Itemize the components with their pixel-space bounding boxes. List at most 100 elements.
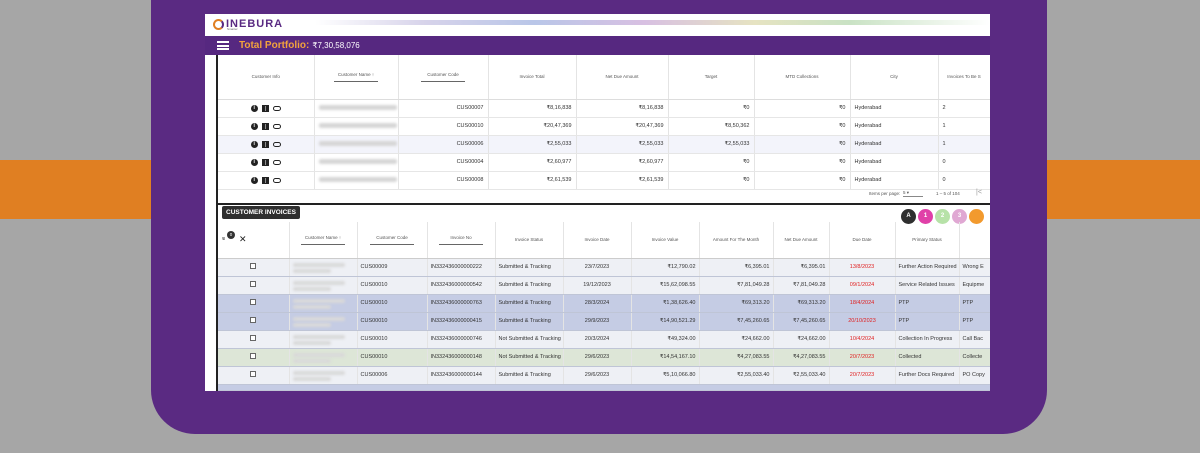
ledger-icon[interactable] [261,122,269,130]
row-checkbox[interactable] [250,371,257,377]
ledger-icon[interactable] [261,104,269,112]
table-row[interactable]: i CUS00008 ₹2,61,539 ₹2,61,539 ₹0 ₹0 Hyderabad… [218,171,990,190]
inv-customer-code-cell: CUS00010 [357,330,428,349]
row-checkbox[interactable] [250,299,257,305]
filter-chip-all[interactable]: A [901,209,916,224]
link-icon[interactable] [272,159,281,165]
items-per-page-select[interactable]: 5 ▾ [903,190,923,197]
col-target[interactable]: Target [668,55,755,100]
ledger-icon[interactable] [261,158,269,166]
customer-info-cell: i [218,135,315,154]
ledger-icon[interactable] [261,176,269,184]
col-invoices-to-be[interactable]: Invoices To Be S [938,55,990,100]
col-invoice-date[interactable]: Invoice Date [563,222,632,259]
sort-arrow-icon[interactable]: ↑ [371,71,375,77]
invoice-no-cell: IN332436000000542 [427,276,496,295]
invoices-count-cell: 2 [938,99,990,118]
items-per-page-value: 5 [903,190,906,195]
redacted-name [292,269,331,273]
table-row[interactable]: CUS00010 IN332436000000148 Not Submitted &… [218,348,990,367]
customers-table: Customer Info Customer Name ↑ Customer C… [218,55,990,190]
link-icon[interactable] [272,123,281,129]
portfolio-bar: Total Portfolio: ₹7,30,58,076 [205,36,990,55]
select-all-icon[interactable]: ѡ [222,235,226,242]
target-cell: ₹0 [668,153,755,172]
table-row[interactable]: CUS00010 IN332436000000746 Not Submitted &… [218,330,990,349]
info-icon[interactable]: i [250,176,258,184]
col-mtd-collections[interactable]: MTD Collections [754,55,851,100]
col-inv-net-due[interactable]: Net Due Amount [773,222,830,259]
col-invoice-value[interactable]: Invoice Value [631,222,700,259]
customer-name-cell [314,99,399,118]
invoice-date-cell: 23/7/2023 [563,258,632,277]
mtd-collections-cell: ₹0 [754,117,851,136]
filter-chip-1[interactable]: 1 [918,209,933,224]
first-page-button[interactable]: |< [976,189,982,196]
col-customer-name[interactable]: Customer Name ↑ [314,55,399,100]
col-net-due-amount[interactable]: Net Due Amount [576,55,669,100]
primary-status-cell: Service Related Issues [895,276,960,295]
invoice-no-cell: IN332436000000144 [427,366,496,385]
row-checkbox[interactable] [250,281,257,287]
table-row[interactable]: CUS00010 IN332436000000763 Submitted & Tra… [218,294,990,313]
filter-chip-2[interactable]: 2 [935,209,950,224]
top-header: INEBURA Smarter [205,14,990,36]
col-customer-name-label: Customer Name [337,71,371,77]
table-row[interactable]: i CUS00006 ₹2,55,033 ₹2,55,033 ₹2,55,033 ₹0 Hy… [218,135,990,154]
invoice-total-cell: ₹2,60,977 [488,153,577,172]
customer-info-cell: i [218,99,315,118]
invoices-panel: CUSTOMER INVOICES A 1 2 3 ѡ 0 ✕ [216,205,990,391]
table-row[interactable]: CUS00006 IN332436000000144 Submitted & Tra… [218,366,990,385]
link-icon[interactable] [272,177,281,183]
sort-arrow-icon[interactable]: ↑ [338,234,342,240]
row-checkbox[interactable] [250,353,257,359]
col-inv-customer-code[interactable]: Customer Code [357,222,428,259]
table-row[interactable]: CUS00010 IN332436000000542 Submitted & Tra… [218,276,990,295]
inv-customer-code-cell: CUS00006 [357,366,428,385]
customers-header-row: Customer Info Customer Name ↑ Customer C… [218,55,990,100]
info-icon[interactable]: i [250,140,258,148]
row-checkbox[interactable] [250,335,257,341]
filter-chip-3[interactable]: 3 [952,209,967,224]
invoice-date-cell: 29/9/2023 [563,312,632,331]
name-filter-input[interactable] [334,80,378,82]
table-row[interactable]: i CUS00010 ₹20,47,369 ₹20,47,369 ₹8,50,362 ₹0… [218,117,990,136]
col-invoice-total[interactable]: Invoice Total [488,55,577,100]
col-city[interactable]: City [850,55,939,100]
row-checkbox-cell [218,366,290,385]
row-checkbox[interactable] [250,263,257,269]
invoice-date-cell: 29/6/2023 [563,348,632,367]
net-due-cell: ₹2,61,539 [576,171,669,190]
invoice-no-filter-input[interactable] [439,243,483,245]
menu-icon[interactable] [217,41,229,50]
link-icon[interactable] [272,141,281,147]
info-icon[interactable]: i [250,104,258,112]
table-row[interactable]: i CUS00004 ₹2,60,977 ₹2,60,977 ₹0 ₹0 Hyderabad… [218,153,990,172]
invoice-status-cell: Submitted & Tracking [495,366,564,385]
redacted-name [292,359,331,363]
filter-chip-4[interactable] [969,209,984,224]
link-icon[interactable] [272,105,281,111]
col-invoice-status[interactable]: Invoice Status [495,222,564,259]
inv-name-filter-input[interactable] [301,243,345,245]
col-primary-status[interactable]: Primary Status [895,222,960,259]
page-range: 1 – 5 of 104 [936,191,960,196]
table-row[interactable]: CUS00009 IN332436000000222 Submitted & Tra… [218,258,990,277]
table-row[interactable]: CUS00010 IN332436000000415 Submitted & Tra… [218,312,990,331]
table-row[interactable]: i CUS00007 ₹8,16,838 ₹8,16,838 ₹0 ₹0 Hyderabad… [218,99,990,118]
col-inv-customer-name-label: Customer Name [304,234,338,240]
col-inv-customer-name[interactable]: Customer Name ↑ [289,222,358,259]
col-secondary-status[interactable] [959,222,990,259]
ledger-icon[interactable] [261,140,269,148]
close-icon[interactable]: ✕ [239,233,247,244]
col-amount-for-month[interactable]: Amount For The Month [699,222,774,259]
info-icon[interactable]: i [250,158,258,166]
info-icon[interactable]: i [250,122,258,130]
code-filter-input[interactable] [421,80,465,82]
col-invoice-no[interactable]: Invoice No [427,222,496,259]
col-customer-code[interactable]: Customer Code [398,55,489,100]
inv-code-filter-input[interactable] [370,243,414,245]
row-checkbox[interactable] [250,317,257,323]
secondary-status-cell: Equipme [959,276,990,295]
col-due-date[interactable]: Due Date [829,222,896,259]
